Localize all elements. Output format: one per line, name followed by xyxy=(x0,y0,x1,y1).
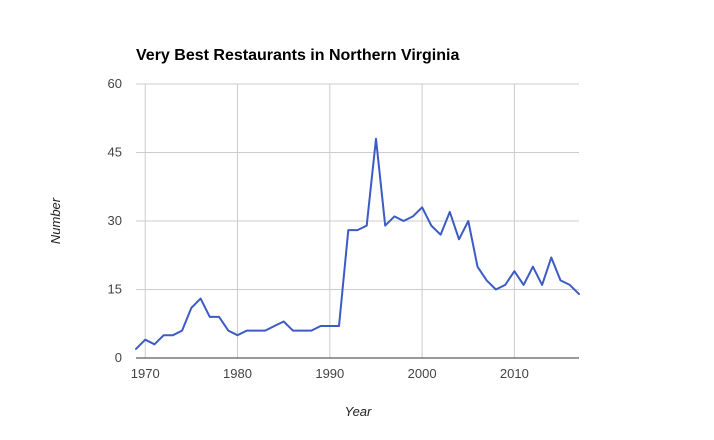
chart-title: Very Best Restaurants in Northern Virgin… xyxy=(136,47,459,64)
x-axis-label: Year xyxy=(345,404,372,419)
series-line-0 xyxy=(135,137,580,350)
x-tick-label: 2010 xyxy=(500,366,529,381)
y-tick-label: 0 xyxy=(115,350,122,365)
y-tick-label: 45 xyxy=(108,145,122,160)
grid-layer xyxy=(136,83,579,358)
y-tick-label: 15 xyxy=(108,282,122,297)
series-layer xyxy=(135,137,580,350)
x-tick-label: 1980 xyxy=(223,366,252,381)
y-axis-label: Number xyxy=(48,197,63,244)
y-axis-ticks: 0 15 30 45 60 xyxy=(108,76,122,365)
y-tick-label: 30 xyxy=(108,213,122,228)
x-tick-label: 1990 xyxy=(315,366,344,381)
x-axis-ticks: 1970 1980 1990 2000 2010 xyxy=(131,366,529,381)
x-tick-label: 2000 xyxy=(408,366,437,381)
x-tick-label: 1970 xyxy=(131,366,160,381)
y-tick-label: 60 xyxy=(108,76,122,91)
